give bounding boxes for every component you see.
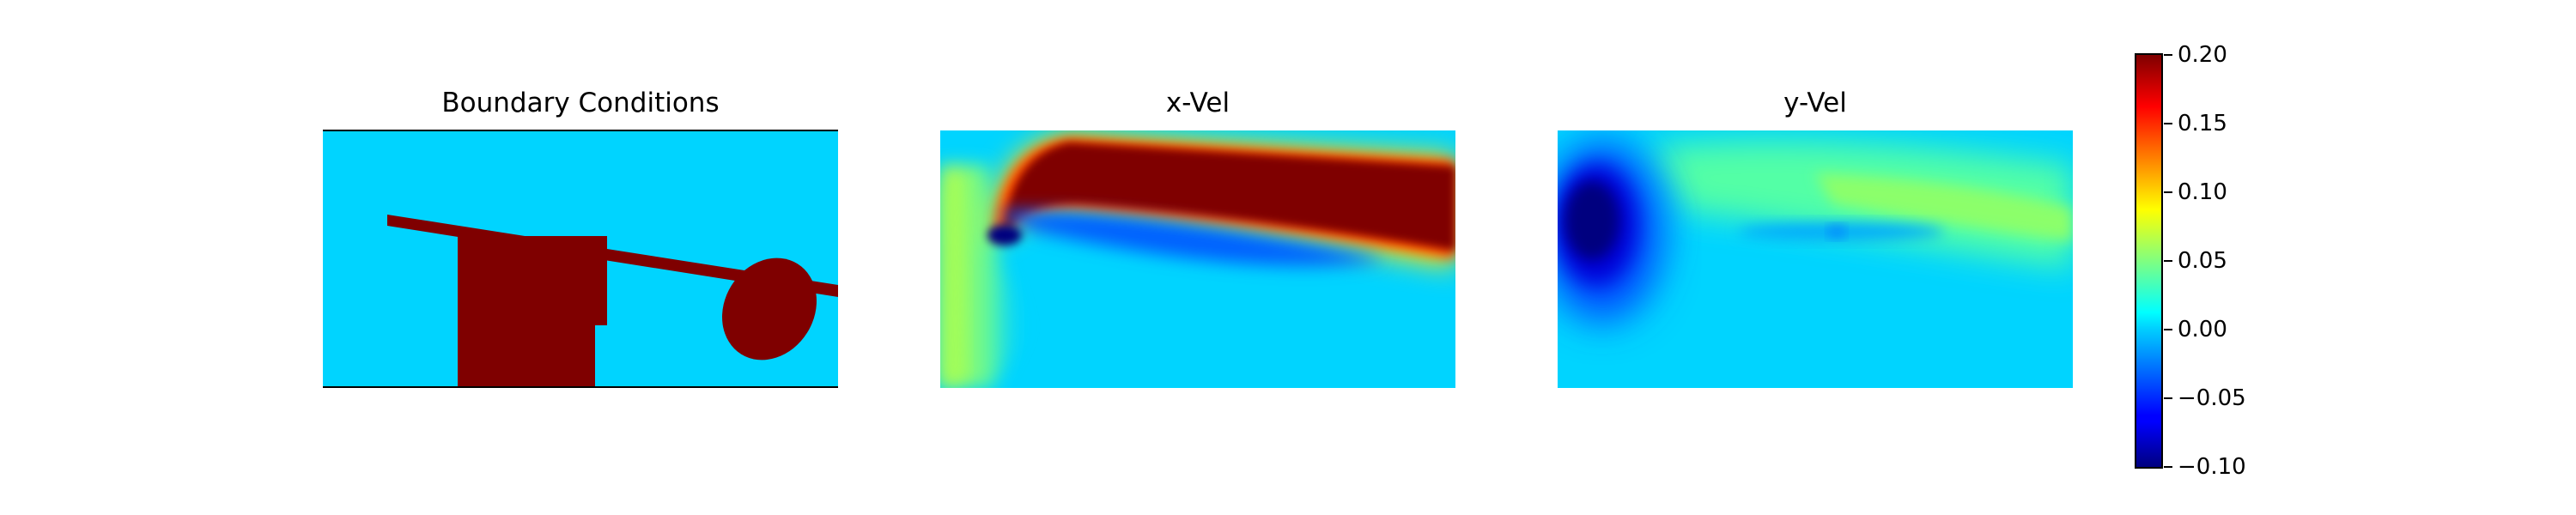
x-vel-jet-core xyxy=(1005,142,1455,251)
colorbar-tick-label: 0.15 xyxy=(2178,111,2227,136)
colorbar-tick-mark xyxy=(2164,329,2172,330)
colorbar-tick-label: 0.05 xyxy=(2178,248,2227,274)
y-vel-title: y-Vel xyxy=(1783,88,1847,118)
x-vel-inflow-edge xyxy=(940,182,966,388)
colorbar-tick-mark xyxy=(2164,54,2172,56)
colorbar-tick-label: 0.00 xyxy=(2178,317,2227,342)
colorbar-tick-mark xyxy=(2164,123,2172,124)
colorbar-tick-label: 0.20 xyxy=(2178,42,2227,68)
colorbar-tick-label: 0.10 xyxy=(2178,179,2227,205)
y-vel-heatmap xyxy=(1558,130,2073,388)
colorbar-tick-mark xyxy=(2164,397,2172,399)
colorbar-tick-label: −0.05 xyxy=(2178,385,2246,411)
colorbar-tick-label: −0.10 xyxy=(2178,454,2246,480)
colorbar-tick-mark xyxy=(2164,260,2172,262)
colorbar xyxy=(2135,53,2163,469)
x-vel-recirculation xyxy=(987,225,1022,245)
y-vel-shear-dot xyxy=(1829,227,1844,237)
colorbar-tick-mark xyxy=(2164,191,2172,193)
boundary-conditions-heatmap xyxy=(323,130,838,388)
obstacle-plate xyxy=(387,215,838,297)
x-vel-shear-layer xyxy=(1000,210,1387,267)
bc-top-edge xyxy=(323,130,838,131)
obstacle-block-step xyxy=(595,236,607,325)
x-vel-title: x-Vel xyxy=(1165,88,1230,118)
bc-bottom-edge xyxy=(323,386,838,388)
y-vel-negative-core xyxy=(1564,181,1619,260)
colorbar-gradient xyxy=(2136,55,2161,467)
obstacle-block xyxy=(458,236,595,388)
boundary-conditions-title: Boundary Conditions xyxy=(441,88,720,118)
obstacle-ellipse xyxy=(722,258,817,360)
colorbar-tick-mark xyxy=(2164,466,2172,468)
x-vel-heatmap xyxy=(940,130,1455,388)
y-vel-plume-core xyxy=(1815,173,2073,242)
